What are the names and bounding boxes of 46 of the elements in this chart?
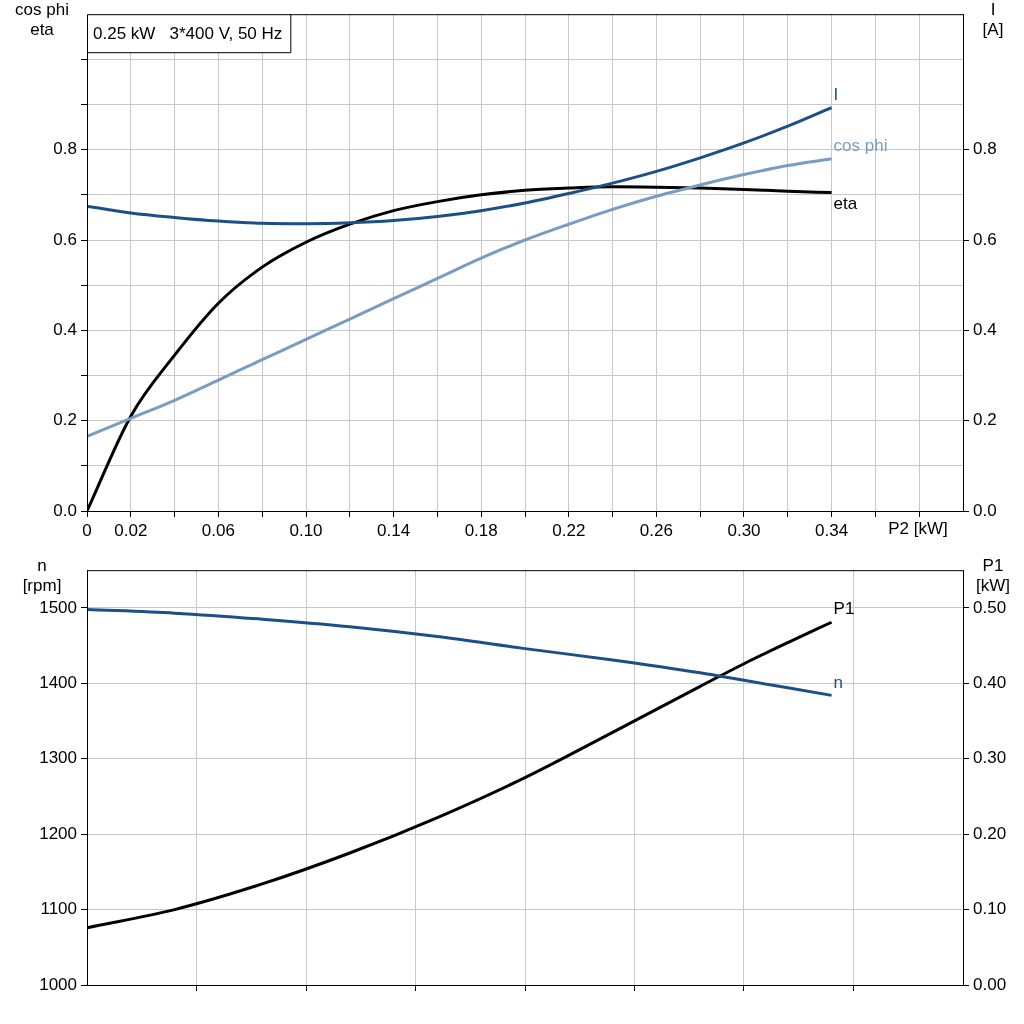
y-tick-label: 1100 [40,899,77,919]
x-tick-label: 0 [82,520,92,540]
line-series [87,607,834,697]
y-tick-label: 1400 [39,673,77,693]
x-tick-label: 0.30 [727,520,761,540]
x-tick-label: 0.06 [201,520,235,540]
y2-axis-title: I [A] [982,0,1004,40]
y-tick-label: 1500 [39,597,77,617]
series-label: I [833,84,839,104]
y-tick-label: 1000 [39,974,77,994]
y-axis-title: cos phi eta [15,0,69,40]
x-tick-label: 0.22 [552,520,586,540]
line-series [87,106,834,226]
x-tick-label: 0.02 [114,520,148,540]
x-tick-label: 0.34 [815,520,849,540]
y-tick-label: 1200 [39,823,77,843]
y2-tick-label: 0.40 [973,673,1007,693]
y2-tick-label: 0.50 [973,597,1007,617]
series-label: eta [833,193,858,213]
series-label: cos phi [833,135,888,155]
x-tick-label: 0.26 [639,520,673,540]
y-tick-label: 0.4 [53,320,77,340]
x-tick-label: 0.10 [289,520,323,540]
y2-tick-label: 0.10 [973,899,1007,919]
x-tick-label: 0.18 [464,520,498,540]
y2-tick-label: 0.2 [973,410,997,430]
y-tick-label: 0.8 [53,139,77,159]
line-series [87,157,834,438]
y2-tick-label: 0.8 [973,139,997,159]
x-tick-label: 0.14 [377,520,411,540]
y2-tick-label: 0.0 [973,500,997,520]
y2-tick-label: 0.30 [973,748,1007,768]
y-axis-title: n [rpm] [22,556,62,596]
y2-tick-label: 0.4 [973,320,997,340]
y2-tick-label: 0.20 [973,823,1007,843]
series-label: P1 [833,599,855,619]
y-tick-label: 0.2 [53,410,77,430]
series-label: n [833,672,844,692]
y2-axis-title: P1 [kW] [976,556,1010,596]
text: 0.25 kW 3*400 V, 50 Hz [93,23,283,43]
x-axis-title: P2 [kW] [888,519,948,539]
y-tick-label: 1300 [39,748,77,768]
y2-tick-label: 0.6 [973,229,997,249]
y-tick-label: 0.6 [53,229,77,249]
y2-tick-label: 0.00 [973,974,1007,994]
y-tick-label: 0.0 [53,500,77,520]
